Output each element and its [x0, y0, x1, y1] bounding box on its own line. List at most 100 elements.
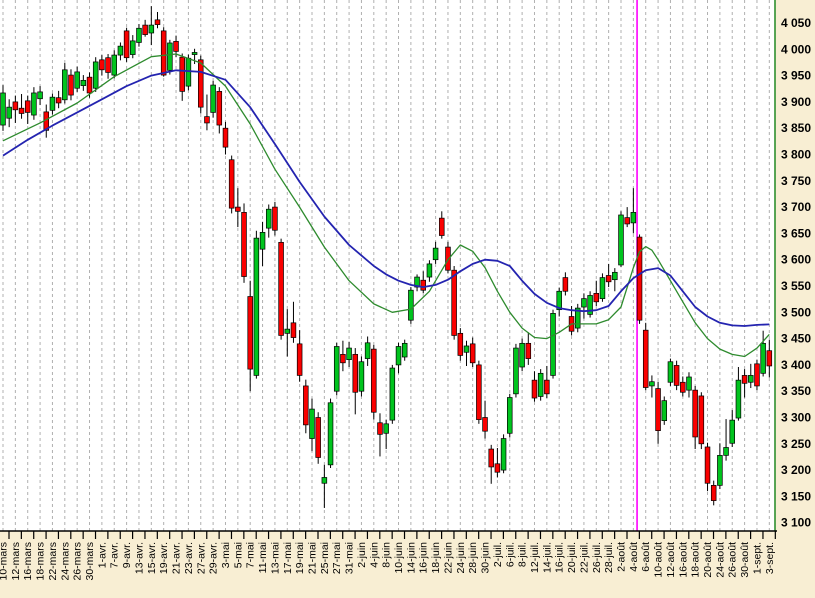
candle-body-down: [741, 375, 748, 384]
y-axis-label: 3 450: [781, 332, 811, 346]
candle-body-up: [550, 313, 556, 376]
candle-body-up: [253, 237, 260, 376]
x-axis-label: 20-août: [702, 542, 714, 578]
candle: [426, 260, 433, 282]
candle-body-down: [278, 241, 284, 336]
x-axis-label: 3-sept.: [764, 542, 776, 574]
candle: [432, 241, 439, 264]
candle: [358, 356, 365, 397]
plot-area: [0, 0, 775, 531]
candle: [241, 203, 247, 283]
x-axis-label: 19-avr.: [158, 542, 170, 574]
candle: [55, 90, 62, 109]
candle: [99, 55, 105, 76]
candle: [130, 35, 136, 59]
candle: [574, 303, 581, 333]
candle-body-down: [86, 76, 93, 94]
candle-body-up: [630, 212, 637, 224]
x-axis-label: 12-août: [665, 542, 677, 578]
candle: [0, 85, 6, 131]
candle-body-up: [599, 277, 606, 299]
candle: [31, 87, 37, 120]
candle: [414, 274, 420, 292]
x-axis-label: 13-avr.: [133, 542, 145, 574]
candle: [136, 24, 142, 47]
candle-body-down: [228, 159, 235, 209]
y-axis-label: 3 400: [781, 358, 811, 372]
candle-body-up: [432, 247, 439, 261]
candle-body-down: [531, 379, 538, 399]
candle-body-up: [383, 423, 389, 434]
candle: [247, 280, 253, 392]
candle: [142, 19, 148, 37]
candle: [309, 398, 315, 452]
candle: [191, 48, 198, 65]
candle: [494, 448, 501, 478]
y-axis-label: 3 850: [781, 121, 811, 135]
candle: [204, 94, 210, 131]
x-axis-label: 4-juin: [368, 542, 380, 568]
candle-body-up: [574, 307, 581, 329]
x-axis-label: 27-mai: [331, 542, 343, 574]
candle-body-up: [426, 263, 433, 278]
x-axis-label: 11-mai: [257, 542, 269, 573]
candle-body-down: [476, 364, 482, 420]
candle: [154, 11, 161, 29]
y-axis-label: 3 100: [781, 516, 811, 530]
x-axis-label: 20-juil.: [566, 542, 578, 573]
y-axis-label: 3 200: [781, 463, 811, 477]
x-axis-label: 10-juin: [393, 542, 405, 574]
candle: [210, 80, 216, 118]
candle: [24, 95, 31, 124]
x-axis-label: 3-mai: [220, 542, 232, 568]
x-axis-label: 28-juin: [467, 542, 479, 574]
candle: [327, 398, 334, 468]
x-axis-label: 6-juil.: [504, 542, 516, 567]
x-axis-label: 14-juin: [405, 542, 417, 574]
candle-body-up: [500, 438, 507, 471]
candle-body-up: [717, 455, 723, 486]
y-axis-label: 3 900: [781, 95, 811, 109]
x-axis-label: 1-avr.: [96, 542, 108, 568]
candle-body-down: [241, 212, 247, 277]
candle-body-down: [482, 417, 488, 432]
x-axis-label: 12-mars: [10, 542, 22, 581]
candle: [235, 188, 241, 228]
candle: [680, 376, 686, 397]
candle-body-down: [18, 107, 25, 114]
x-axis-label: 22-juil.: [578, 542, 590, 573]
x-axis-label: 28-juil.: [603, 542, 615, 573]
candle: [377, 413, 383, 457]
y-axis-label: 3 550: [781, 279, 811, 293]
candle-body-up: [395, 346, 402, 366]
candle-body-up: [618, 214, 624, 266]
candle-body-up: [649, 381, 655, 387]
candle: [321, 464, 328, 508]
candle-body-down: [488, 448, 494, 468]
candle-body-down: [160, 30, 167, 76]
x-axis-label: 22-mars: [47, 542, 59, 581]
candle: [636, 234, 643, 324]
candle-body-down: [593, 293, 600, 303]
x-axis-label: 18-juin: [430, 542, 442, 574]
y-axis-label: 3 700: [781, 200, 811, 214]
candle-body-up: [191, 52, 198, 55]
candle: [760, 330, 766, 377]
candle: [383, 419, 389, 450]
y-axis-label: 3 750: [781, 174, 811, 188]
candle-body-down: [154, 19, 161, 25]
candle: [723, 419, 729, 461]
x-axis-label: 2-août: [616, 542, 628, 572]
candle-body-down: [222, 127, 229, 148]
candle-body-down: [123, 30, 130, 59]
y-axis-labels: 3 100 3 150 3 200 3 250 3 300 3 350 3 400 3 450…: [781, 16, 811, 530]
candle-body-down: [272, 206, 278, 231]
candle: [537, 369, 544, 401]
candle: [167, 39, 173, 75]
candle: [630, 188, 637, 234]
candle: [766, 339, 773, 378]
candle-body-up: [37, 91, 43, 100]
candle-body-down: [296, 343, 303, 376]
candle-body-down: [692, 389, 698, 438]
